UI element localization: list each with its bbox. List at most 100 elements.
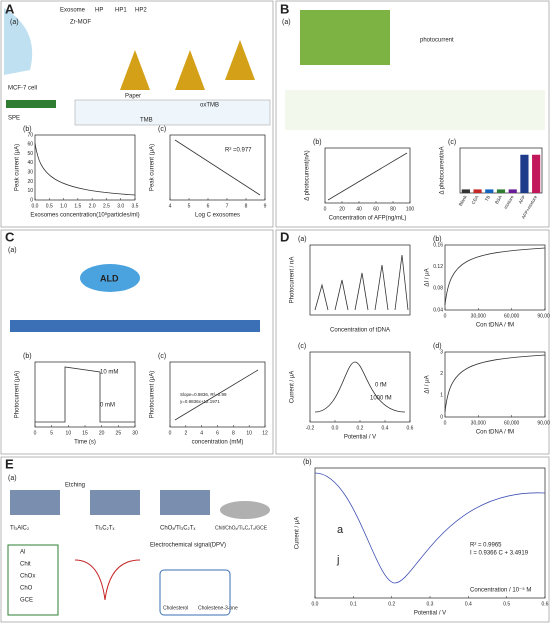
mof [225,40,255,80]
curve [174,369,259,421]
bar [485,189,494,193]
plot-frame [314,467,546,599]
legend: GCE [20,598,33,604]
label: Chit/ChOₓ/Ti₃C₂Tₓ/GCE [215,525,268,531]
gce [220,501,270,519]
x-tick-label: 90,000 [537,420,550,426]
x-tick-label: 0.2 [388,601,395,607]
panel-d [275,229,550,455]
note: 0 fM [375,383,387,389]
label: Etching [65,483,85,489]
legend: Al [20,550,25,556]
note: a [337,524,344,536]
x-tick-label: 0.5 [503,601,510,607]
label: Paper [125,94,141,100]
layers [90,490,140,515]
x-tick-label: 7 [226,203,229,209]
x-tick-label: 0 [444,420,447,426]
x-tick-label: 15 [82,430,88,436]
x-tick-label: Blank [458,194,468,207]
note: 0 mM [100,403,115,409]
label: TMB [140,118,153,124]
y-tick-label: 1 [440,393,443,399]
curve [35,366,135,423]
x-tick-label: 100 [406,206,415,212]
mof [175,50,205,90]
x-axis-label: Potential / V [414,611,446,617]
bar [496,189,506,193]
y-tick-label: 2 [440,371,443,377]
tag: (b) [23,353,32,360]
panel-letter: D [280,229,289,244]
y-axis-label: Δ photocurrent(nA) [305,150,311,200]
panel-e [0,456,550,623]
tag: (a) [8,475,17,482]
x-tick-label: 80 [390,206,396,212]
panel-c [0,229,274,455]
y-tick-label: 3 [440,349,443,355]
label: MCF-7 cell [8,86,37,92]
x-axis-label: concentration (mM) [192,440,244,446]
y-tick-label: 0 [440,414,443,420]
layers [160,490,210,515]
y-axis-label: Peak current (μA) [150,144,156,191]
note: R² =0.977 [225,148,252,154]
x-tick-label: 0.2 [357,425,364,431]
legend: Chit [20,562,31,568]
bar [461,189,470,193]
x-tick-label: 60,000 [504,420,520,426]
legend: Exosome [60,8,86,14]
legend: Zr-MOF [70,20,91,26]
spe [6,100,56,108]
x-tick-label: 40 [356,206,362,212]
plot-frame [444,351,546,418]
label: ALD [100,273,119,283]
note: 10 mM [100,370,118,376]
tag: (b) [303,459,312,466]
x-axis-label: Concentration of AFP(ng/mL) [329,216,407,222]
tag: (a) [8,247,17,254]
y-tick-label: 50 [27,151,33,157]
label: SPE [8,116,20,122]
y-tick-label: 0 [30,197,33,203]
x-tick-label: 8 [232,430,235,436]
label: ChOₓ/Ti₃C₂Tₓ [160,526,196,532]
y-tick-label: 30 [27,169,33,175]
x-axis-label: Potential / V [344,435,376,441]
legend-box [7,544,59,616]
electrode [10,320,260,332]
tag: (c) [158,353,166,360]
x-tick-label: -0.2 [306,425,315,431]
x-axis-label: Exosomes concentration(10⁸particles/ml) [30,212,139,219]
x-tick-label: 10 [246,430,252,436]
y-axis-label: Current / μA [295,517,301,549]
tag: (c) [158,126,166,133]
legend: HP1 [115,8,127,14]
note: I = 0.9366 C + 3.4919 [470,551,529,557]
x-tick-label: 0.4 [465,601,472,607]
y-axis-label: Δ photocurrent/nA [440,146,446,194]
label: Electrochemical signal(DPV) [150,543,226,549]
y-tick-label: 0.16 [433,242,443,248]
x-tick-label: 10 [66,430,72,436]
x-tick-label: 20 [339,206,345,212]
x-tick-label: 0.0 [32,203,39,209]
y-tick-label: 0.08 [433,286,443,292]
x-tick-label: 5 [50,430,53,436]
tag: (a) [298,236,307,243]
y-axis-label: Photocurrent (μA) [150,371,156,418]
plot-frame [444,244,546,311]
y-tick-label: 40 [27,160,33,166]
curve [34,142,136,196]
x-tick-label: 0 [444,313,447,319]
curve [314,472,546,584]
x-tick-label: 0.6 [542,601,549,607]
x-tick-label: 0.6 [407,425,414,431]
x-tick-label: 0.0 [312,601,319,607]
label: Ti₃AlC₂ [10,526,30,532]
y-tick-label: 60 [27,142,33,148]
plot-frame [34,361,136,428]
label: photocurrent [420,38,454,44]
bar [520,154,529,193]
bar [532,154,541,193]
